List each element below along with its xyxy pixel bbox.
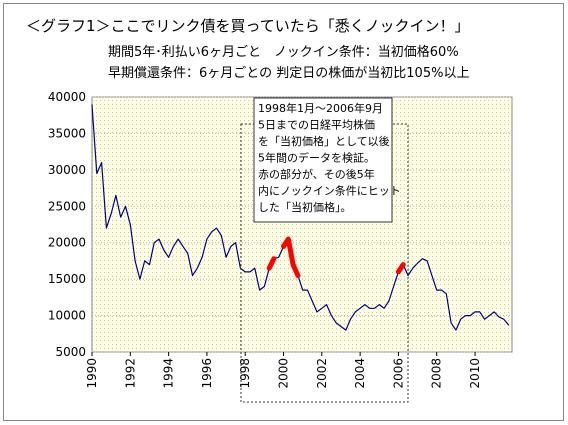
x-tick-label: 1992: [123, 358, 137, 389]
highlight-range: [240, 123, 409, 403]
y-tick-label: 25000: [48, 199, 86, 213]
y-tick-label: 15000: [48, 272, 86, 286]
annotation-text: 5日までの日経平均株価: [258, 118, 375, 132]
annotation-box: [253, 97, 393, 223]
x-tick-label: 2010: [468, 358, 482, 389]
annotation-text: 赤の部分が、その後5年: [258, 167, 375, 181]
y-tick-label: 40000: [48, 90, 86, 104]
x-tick-label: 2000: [277, 358, 291, 389]
x-tick-label: 1998: [238, 358, 252, 389]
series-line: [91, 104, 510, 331]
chart-title: ＜グラフ1＞ここでリンク債を買っていたら「悉くノックイン！」: [26, 17, 470, 35]
x-tick-label: 1996: [200, 358, 214, 389]
y-tick-label: 20000: [48, 236, 86, 250]
y-tick-label: 30000: [48, 163, 86, 177]
x-tick-label: 2008: [430, 358, 444, 389]
y-tick-label: 5000: [55, 345, 86, 359]
x-tick-label: 2002: [315, 358, 329, 389]
annotation-text: を「当初価格」として以後: [258, 134, 390, 148]
x-tick-label: 2006: [391, 358, 405, 389]
annotation-text: した「当初価格」。: [258, 200, 352, 214]
subtitle: 早期償還条件：6ヶ月ごとの 判定日の株価が当初比105%以上: [108, 65, 469, 81]
annotation-text: 内にノックイン条件にヒット: [258, 184, 401, 198]
subtitle: 期間5年･利払い6ヶ月ごと ノックイン条件：当初価格60%: [108, 44, 459, 60]
x-tick-label: 1994: [162, 358, 176, 389]
x-tick-label: 1990: [85, 358, 99, 389]
annotation-text: 5年間のデータを検証。: [258, 151, 375, 165]
annotation-text: 1998年1月～2006年9月: [258, 101, 383, 115]
y-tick-label: 35000: [48, 126, 86, 140]
y-tick-label: 10000: [48, 309, 86, 323]
x-tick-label: 2004: [353, 358, 367, 389]
series-line: [266, 236, 406, 278]
